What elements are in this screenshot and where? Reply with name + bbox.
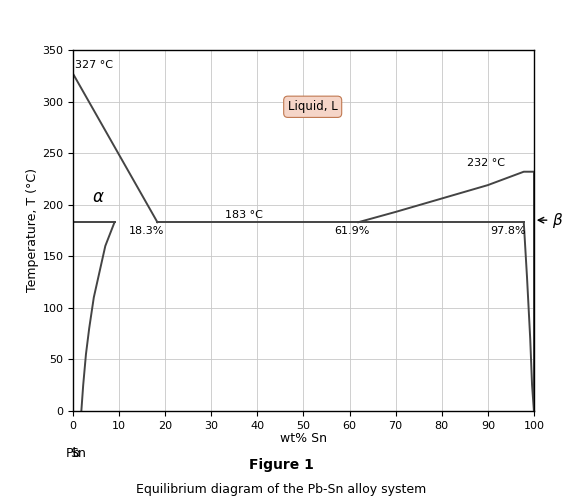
Y-axis label: Temperature, T (°C): Temperature, T (°C) bbox=[26, 168, 39, 293]
X-axis label: wt% Sn: wt% Sn bbox=[280, 432, 327, 445]
Text: Equilibrium diagram of the Pb-Sn alloy system: Equilibrium diagram of the Pb-Sn alloy s… bbox=[136, 483, 426, 496]
Text: Sn: Sn bbox=[70, 447, 85, 460]
Text: β: β bbox=[538, 212, 562, 227]
Text: Liquid, L: Liquid, L bbox=[288, 100, 338, 113]
Text: 61.9%: 61.9% bbox=[334, 225, 370, 235]
Text: 18.3%: 18.3% bbox=[129, 225, 165, 235]
Text: 232 °C: 232 °C bbox=[467, 158, 505, 168]
Text: Pb: Pb bbox=[65, 447, 81, 460]
Text: 183 °C: 183 °C bbox=[225, 210, 263, 220]
Text: Figure 1: Figure 1 bbox=[248, 458, 314, 472]
Text: α: α bbox=[93, 188, 104, 206]
Text: 97.8%: 97.8% bbox=[491, 225, 527, 235]
Text: 327 °C: 327 °C bbox=[75, 60, 114, 70]
